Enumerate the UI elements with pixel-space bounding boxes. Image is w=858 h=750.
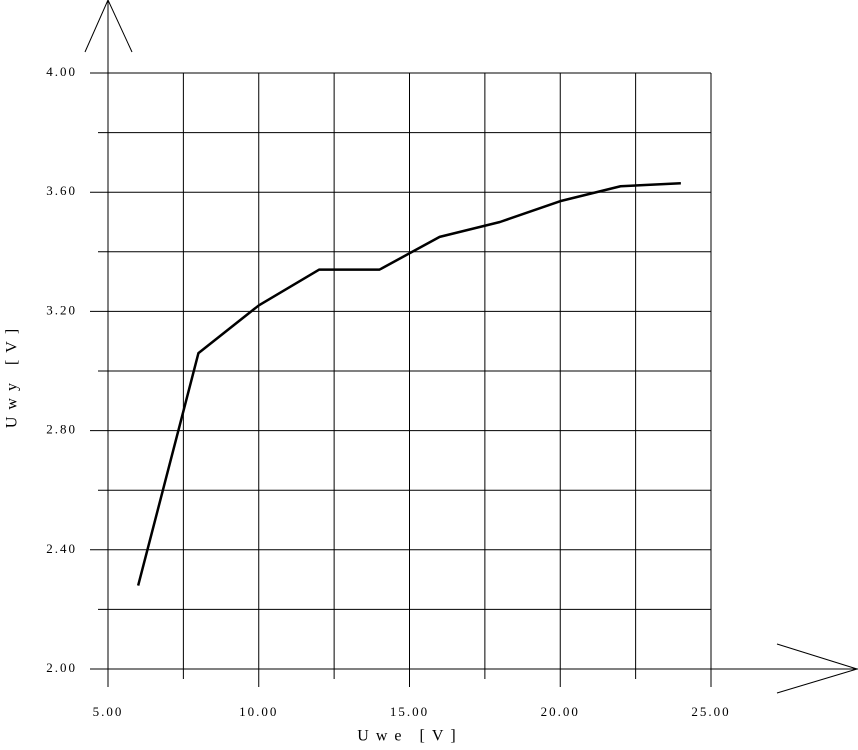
x-tick-label: 15.00 [390, 704, 429, 719]
x-tick-label: 25.00 [691, 704, 730, 719]
y-tick-label: 4.00 [46, 64, 77, 79]
x-tick-label: 5.00 [93, 704, 124, 719]
y-tick-label: 3.60 [46, 183, 77, 198]
y-arrow [84, 0, 133, 53]
y-tick-label: 2.40 [46, 541, 77, 556]
x-arrow [776, 643, 858, 694]
y-tick-label: 3.20 [46, 302, 77, 317]
x-tick-label: 10.00 [239, 704, 278, 719]
y-tick-label: 2.80 [46, 422, 77, 437]
y-tick-label: 2.00 [46, 660, 77, 675]
data-line [136, 182, 681, 586]
x-tick-label: 20.00 [541, 704, 580, 719]
y-axis-label: Uwy [V] [4, 322, 21, 428]
x-axis-label: Uwe [V] [357, 728, 462, 745]
